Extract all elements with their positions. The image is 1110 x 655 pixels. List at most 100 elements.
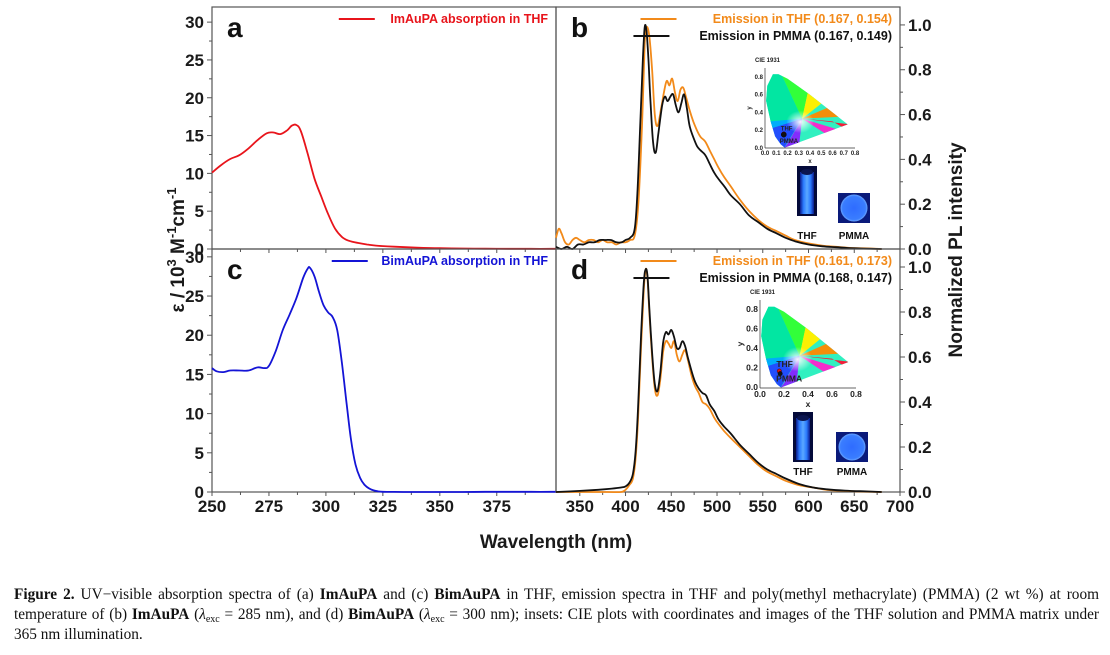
cie-white-point	[778, 338, 821, 374]
inset-x-tick: 0.3	[795, 151, 804, 157]
cie-gamut	[766, 74, 848, 148]
inset-y-label: y	[735, 341, 745, 346]
cie-point-label: PMMA	[780, 139, 799, 145]
film-disk	[840, 194, 868, 222]
cie-color-wedge	[802, 108, 848, 125]
inset-x-tick: 0.8	[850, 389, 862, 399]
vial-solution	[796, 418, 810, 460]
inset-x-tick: 0.8	[851, 151, 860, 157]
panel-c: 0 5 10 15 20 25 30 250 275 300 325 350 375 c BimAuPA a…	[185, 248, 557, 516]
y-tick-label: 0	[195, 240, 204, 259]
y-tick-label: 10	[185, 164, 204, 183]
cie-gamut	[761, 306, 849, 388]
y-tick-label: 0	[195, 483, 204, 502]
caption-figure-label: Figure 2.	[14, 586, 75, 603]
ylabel-sup: -1	[164, 188, 179, 200]
x-axis-title: Wavelength (nm)	[480, 532, 632, 553]
vial-top	[801, 169, 813, 175]
cie-point-label: THF	[776, 359, 793, 369]
caption-text: ); insets: CIE plots with coordinates an…	[14, 606, 1100, 643]
series-line	[211, 266, 557, 493]
inset-y-tick: 0.0	[755, 146, 764, 152]
x-tick-label: 400	[611, 497, 639, 516]
caption-lambda: λ	[199, 606, 206, 623]
inset-y-label: y	[747, 106, 753, 110]
y-tick-label: 0.8	[908, 61, 932, 80]
inset-y-tick: 0.4	[746, 343, 758, 353]
thf-vial-photo	[793, 412, 813, 462]
y-tick-label: 20	[185, 326, 204, 345]
x-tick-label: 375	[483, 497, 511, 516]
y-tick-label: 0.8	[908, 303, 932, 322]
y-tick-label: 1.0	[908, 258, 932, 277]
caption-compound-name: BimAuPA	[348, 606, 415, 623]
x-tick-label: 550	[749, 497, 777, 516]
caption-lambda-sub: exc	[430, 614, 445, 625]
inset-x-tick: 0.4	[806, 151, 815, 157]
legend-label: Emission in PMMA (0.168, 0.147)	[699, 271, 892, 285]
ylabel-sup: 3	[164, 259, 179, 266]
inset-x-tick: 0.0	[754, 389, 766, 399]
inset-x-tick: 0.2	[783, 151, 792, 157]
inset-y-tick: 0.6	[746, 323, 758, 333]
y-tick-label: 5	[195, 444, 204, 463]
inset-y-tick: 0.4	[755, 110, 764, 116]
series-line	[555, 267, 882, 493]
series-line	[555, 26, 882, 250]
panel-letter: a	[227, 12, 243, 43]
panel-letter: d	[571, 254, 588, 285]
caption-text: (	[414, 606, 424, 623]
film-disk	[838, 433, 866, 461]
y-tick-label: 0.2	[908, 438, 932, 457]
x-tick-label: 700	[886, 497, 914, 516]
y-tick-label: 25	[185, 51, 204, 70]
cie-point-label: THF	[781, 126, 793, 132]
y-tick-label: 0.4	[908, 150, 932, 169]
panel-frame	[555, 248, 901, 493]
y-tick-label: 1.0	[908, 16, 932, 35]
photo-label-pmma: PMMA	[839, 231, 870, 242]
panel-a: 0 5 10 15 20 25 30 a ImAuPA absorption in THF	[185, 6, 557, 259]
x-tick-label: 450	[657, 497, 685, 516]
y-tick-label: 15	[185, 127, 204, 146]
photo-label-thf: THF	[793, 467, 812, 478]
right-y-axis-title: Normalized PL intensity	[946, 142, 967, 357]
cie-inset: 0.0 0.2 0.4 0.6 0.8 0.0 0.2 0.4 0.6 0.8 x y CIE 1931…	[735, 290, 862, 409]
inset-x-tick: 0.2	[778, 389, 790, 399]
series-line	[555, 24, 882, 250]
x-tick-label: 350	[566, 497, 594, 516]
inset-y-tick: 0.0	[746, 382, 758, 392]
y-tick-label: 0.4	[908, 393, 932, 412]
y-tick-label: 0.6	[908, 106, 932, 125]
inset-y-tick: 0.2	[755, 128, 764, 134]
photo-label-pmma: PMMA	[837, 467, 868, 478]
cie-color-wedge	[766, 118, 803, 144]
cie-color-wedge	[780, 355, 800, 388]
inset-y-tick: 0.6	[755, 93, 764, 99]
pmma-film-photo	[836, 432, 868, 462]
caption-text: = 300 nm	[444, 606, 510, 623]
y-tick-label: 15	[185, 365, 204, 384]
legend-label: ImAuPA absorption in THF	[390, 12, 548, 26]
panel-letter: c	[227, 254, 243, 285]
ylabel-sup: -1	[164, 227, 179, 239]
inset-y-tick: 0.2	[746, 362, 758, 372]
panel-d: 0.0 0.2 0.4 0.6 0.8 1.0 350 400 450 500 550 600 650 7…	[555, 248, 932, 516]
caption-compound-name: BimAuPA	[434, 586, 501, 603]
inset-title: CIE 1931	[750, 290, 776, 296]
inset-x-tick: 0.4	[802, 389, 814, 399]
panel-frame	[211, 248, 557, 493]
ylabel-cm: cm	[168, 199, 189, 226]
series-line	[555, 267, 882, 494]
y-tick-label: 0.2	[908, 195, 932, 214]
y-tick-label: 10	[185, 405, 204, 424]
pmma-film-photo	[838, 193, 870, 223]
cie-point-label: PMMA	[776, 374, 802, 384]
caption-lambda: λ	[424, 606, 431, 623]
y-tick-label: 20	[185, 89, 204, 108]
series-line	[211, 123, 557, 250]
caption-text: (	[189, 606, 200, 623]
thf-vial-photo	[797, 166, 817, 216]
x-tick-label: 600	[794, 497, 822, 516]
inset-x-tick: 0.6	[826, 389, 838, 399]
